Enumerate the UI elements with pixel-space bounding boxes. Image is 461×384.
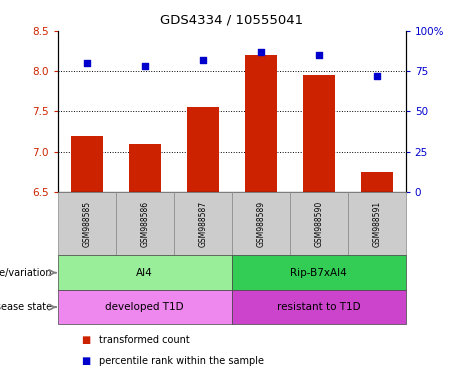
Text: GSM988587: GSM988587	[198, 200, 207, 247]
Text: resistant to T1D: resistant to T1D	[277, 302, 361, 312]
Bar	[58, 255, 231, 290]
Text: GSM988591: GSM988591	[372, 200, 381, 247]
Text: ■: ■	[81, 356, 90, 366]
Point	[373, 73, 380, 79]
Bar	[187, 107, 219, 192]
Bar	[290, 192, 348, 255]
Point	[257, 49, 264, 55]
Bar	[361, 172, 393, 192]
Bar	[231, 290, 406, 324]
Bar	[174, 192, 231, 255]
Point	[315, 52, 322, 58]
Text: GSM988585: GSM988585	[82, 200, 91, 247]
Bar	[116, 192, 174, 255]
Bar	[348, 192, 406, 255]
Text: Rip-B7xAI4: Rip-B7xAI4	[290, 268, 347, 278]
Bar	[303, 75, 335, 192]
Text: GSM988586: GSM988586	[140, 200, 149, 247]
Point	[141, 63, 148, 69]
Bar	[231, 255, 406, 290]
Text: GSM988589: GSM988589	[256, 200, 265, 247]
Bar	[231, 192, 290, 255]
Bar	[245, 55, 277, 192]
Text: ■: ■	[81, 335, 90, 345]
Point	[83, 60, 90, 66]
Bar	[58, 192, 116, 255]
Bar	[58, 290, 231, 324]
Text: GSM988590: GSM988590	[314, 200, 323, 247]
Text: transformed count: transformed count	[99, 335, 190, 345]
Bar	[71, 136, 103, 192]
Title: GDS4334 / 10555041: GDS4334 / 10555041	[160, 14, 303, 27]
Point	[199, 57, 207, 63]
Bar	[129, 144, 160, 192]
Text: percentile rank within the sample: percentile rank within the sample	[99, 356, 264, 366]
Text: AI4: AI4	[136, 268, 153, 278]
Text: genotype/variation: genotype/variation	[0, 268, 52, 278]
Text: developed T1D: developed T1D	[105, 302, 184, 312]
Text: disease state: disease state	[0, 302, 52, 312]
